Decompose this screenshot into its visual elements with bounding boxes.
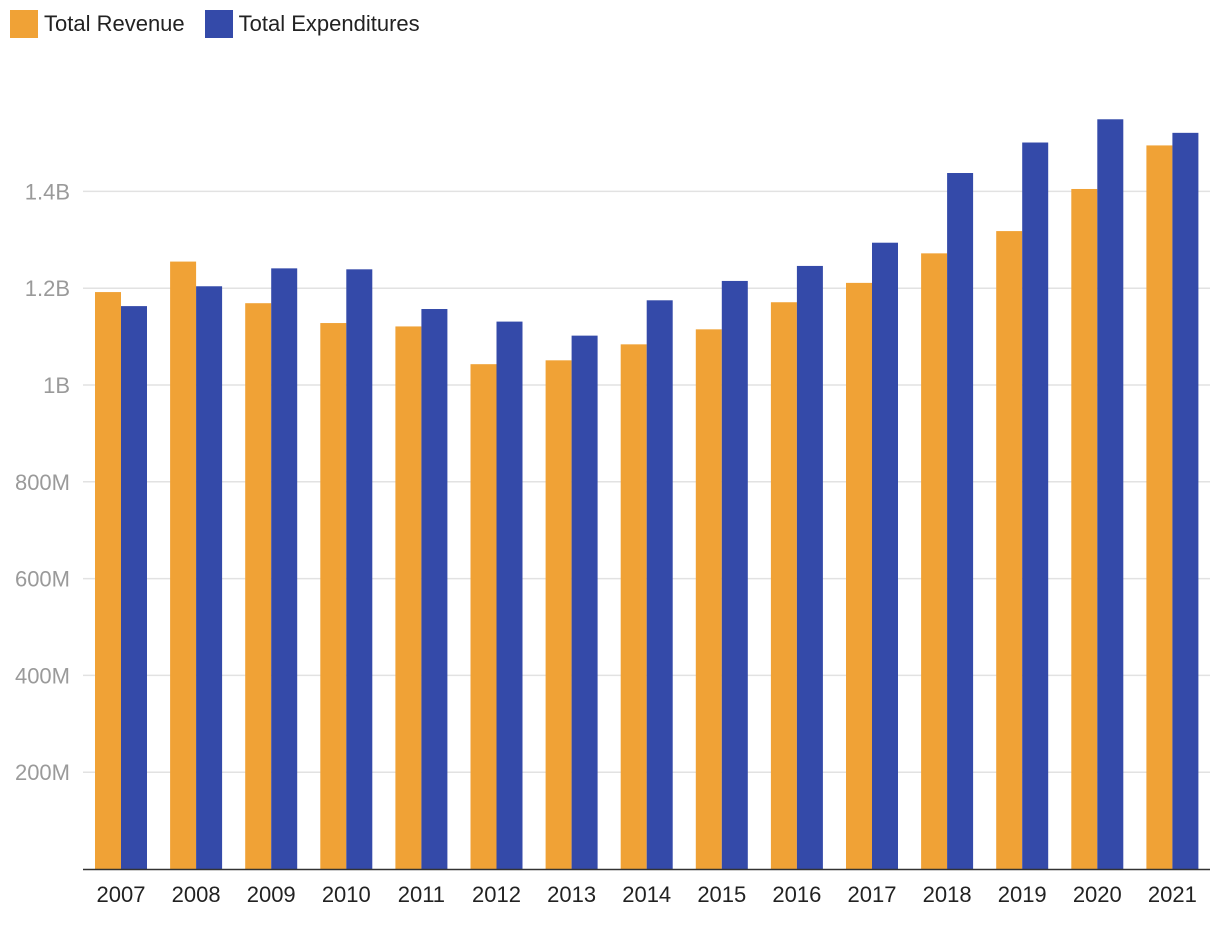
x-tick-label: 2019 (998, 882, 1047, 907)
x-tick-label: 2011 (398, 882, 445, 907)
bar-expenditures-2009[interactable] (271, 268, 298, 870)
bar-expenditures-2012[interactable] (496, 321, 523, 869)
x-tick-label: 2010 (322, 882, 371, 907)
bar-revenue-2014[interactable] (620, 344, 647, 869)
y-tick-label: 200M (15, 760, 70, 785)
y-tick-label: 400M (15, 663, 70, 688)
bar-revenue-2008[interactable] (170, 261, 197, 870)
bar-revenue-2017[interactable] (846, 282, 872, 870)
bar-revenue-2015[interactable] (695, 329, 722, 870)
x-tick-label: 2009 (247, 882, 296, 907)
y-tick-label: 800M (15, 470, 70, 495)
bar-expenditures-2008[interactable] (196, 286, 223, 869)
x-tick-label: 2007 (97, 882, 146, 907)
x-tick-label: 2020 (1073, 882, 1122, 907)
bar-revenue-2013[interactable] (545, 360, 572, 869)
bar-revenue-2009[interactable] (245, 303, 272, 870)
bar-expenditures-2016[interactable] (796, 265, 823, 869)
bar-revenue-2021[interactable] (1146, 145, 1173, 870)
legend-swatch-total-expenditures (204, 10, 233, 38)
bar-expenditures-2017[interactable] (872, 242, 898, 870)
bars (95, 119, 1199, 870)
bar-revenue-2012[interactable] (470, 364, 497, 869)
bar-expenditures-2010[interactable] (346, 269, 373, 870)
bar-expenditures-2011[interactable] (421, 309, 448, 870)
y-tick-label: 1B (43, 373, 70, 398)
bar-expenditures-2013[interactable] (571, 335, 598, 870)
x-tick-label: 2016 (772, 882, 821, 907)
x-tick-label: 2012 (472, 882, 521, 907)
bar-revenue-2011[interactable] (395, 326, 422, 869)
y-axis-tick-labels: 200M 400M 600M 800M 1B 1.2B 1.4B (15, 179, 70, 785)
bar-revenue-2020[interactable] (1071, 188, 1098, 870)
bar-expenditures-2019[interactable] (1022, 142, 1049, 870)
x-tick-label: 2008 (172, 882, 221, 907)
bar-expenditures-2007[interactable] (121, 306, 147, 869)
legend-swatch-total-revenue (10, 10, 38, 38)
bar-expenditures-2015[interactable] (721, 280, 748, 869)
legend-label-total-revenue: Total Revenue (44, 11, 185, 36)
x-tick-label: 2017 (848, 882, 897, 907)
y-tick-label: 1.2B (25, 276, 70, 301)
x-tick-label: 2013 (547, 882, 596, 907)
bar-revenue-2018[interactable] (921, 253, 948, 870)
x-tick-label: 2014 (622, 882, 671, 907)
bar-expenditures-2014[interactable] (646, 300, 673, 869)
bar-expenditures-2020[interactable] (1097, 119, 1124, 869)
x-axis-tick-labels: 2007 2008 2009 2010 2011 2012 2013 2014 2015 2016… (97, 882, 1197, 907)
legend-item-total-revenue[interactable]: Total Revenue (10, 10, 185, 38)
legend-label-total-expenditures: Total Expenditures (238, 11, 420, 36)
bar-expenditures-2021[interactable] (1172, 132, 1199, 869)
bar-revenue-2010[interactable] (320, 323, 347, 870)
legend-item-total-expenditures[interactable]: Total Expenditures (204, 10, 420, 38)
bar-expenditures-2018[interactable] (947, 173, 974, 869)
bar-revenue-2016[interactable] (770, 302, 797, 870)
x-tick-label: 2018 (923, 882, 972, 907)
x-tick-label: 2015 (697, 882, 746, 907)
y-tick-label: 600M (15, 567, 70, 592)
bar-revenue-2007[interactable] (95, 292, 121, 869)
chart-legend: Total Revenue Total Expenditures (10, 10, 440, 38)
bar-revenue-2019[interactable] (996, 231, 1023, 869)
y-tick-label: 1.4B (25, 179, 70, 204)
x-tick-label: 2021 (1148, 882, 1197, 907)
